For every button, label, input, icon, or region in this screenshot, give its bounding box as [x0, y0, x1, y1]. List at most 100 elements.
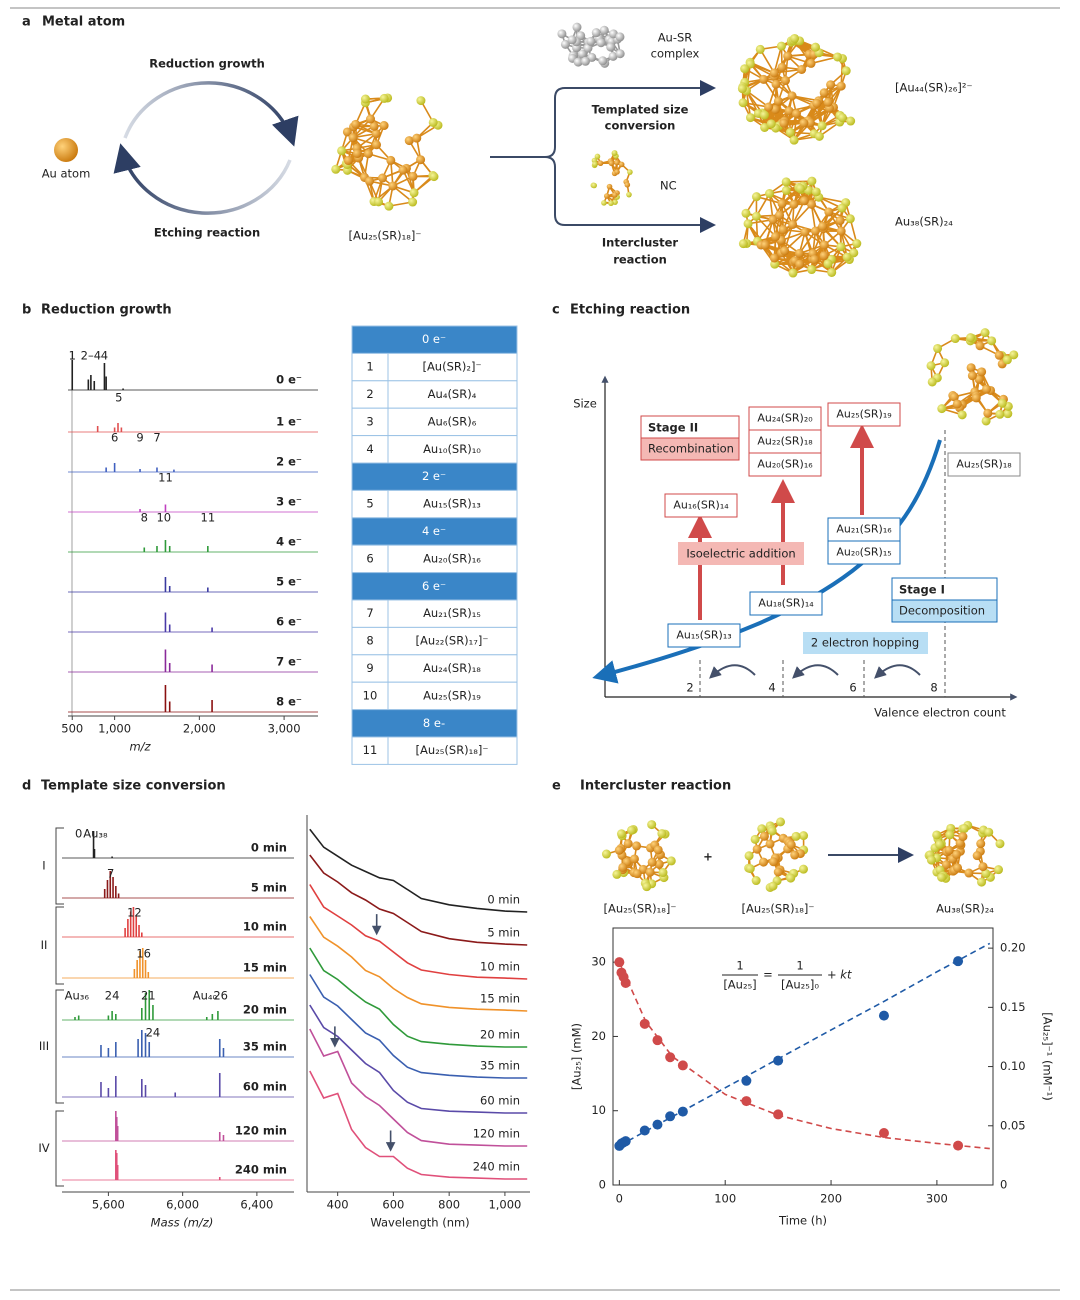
atom	[790, 33, 800, 43]
atom	[614, 159, 620, 166]
x-tick-label: 2,000	[183, 722, 216, 736]
stage-text: Recombination	[648, 442, 734, 456]
atom	[737, 84, 747, 94]
atom	[351, 119, 361, 129]
atom	[768, 881, 778, 891]
atom	[596, 38, 606, 48]
peak-label: 2–4	[81, 349, 101, 363]
atom	[608, 160, 615, 167]
atom	[366, 114, 376, 124]
trace-label: 10 min	[243, 920, 287, 934]
atom	[995, 839, 1005, 849]
peak-label: 10	[156, 511, 171, 525]
atom	[818, 221, 828, 231]
table-cell: Au₁₅(SR)₁₃	[423, 497, 481, 511]
table-cell: 11	[363, 743, 378, 757]
atom	[778, 225, 788, 235]
atom	[604, 193, 610, 199]
atom	[360, 94, 370, 104]
caption: Etching reaction	[154, 226, 260, 240]
species-label: Au₂₀(SR)₁₅	[836, 546, 891, 559]
atom	[363, 149, 373, 159]
atom	[738, 98, 748, 108]
atom	[823, 259, 833, 269]
stage-text: Decomposition	[899, 604, 985, 618]
x-tick-label: 100	[714, 1192, 736, 1206]
panel-title: Reduction growth	[41, 303, 172, 318]
spectrum-line	[309, 854, 528, 946]
caption: reaction	[613, 253, 667, 267]
atom	[993, 865, 1003, 875]
atom	[964, 868, 974, 878]
data-point	[639, 1018, 650, 1029]
atom	[799, 831, 809, 841]
species-box	[667, 623, 741, 648]
x-tick-label: 6,400	[240, 1198, 273, 1212]
stage-box	[640, 437, 740, 461]
table-cell: 3	[366, 414, 373, 428]
y2-tick-label: 0.20	[1000, 941, 1026, 955]
atom	[611, 150, 618, 156]
trace-label: 7 e⁻	[276, 655, 302, 669]
atom	[654, 859, 664, 869]
spectrum-line	[309, 947, 528, 1048]
panel-label: d	[22, 779, 31, 794]
species-box	[947, 452, 1021, 477]
trace-label: 0 min	[487, 893, 520, 907]
trace-label: 120 min	[235, 1124, 287, 1138]
table-cell: 10	[363, 688, 378, 702]
atom	[594, 153, 601, 160]
peak-label: 11	[158, 471, 173, 485]
atom	[812, 98, 822, 108]
atom	[950, 334, 960, 344]
atom	[632, 841, 642, 851]
panel-label: c	[552, 303, 560, 318]
group-label: IV	[38, 1141, 49, 1155]
trace-label: 0 min	[251, 841, 287, 855]
atom	[767, 826, 777, 836]
atom	[744, 851, 754, 861]
atom	[738, 239, 748, 249]
atom	[791, 109, 801, 119]
y-axis-label: [Au₂₅] (mM)	[570, 1023, 584, 1090]
atom	[614, 169, 620, 175]
atom	[771, 232, 781, 242]
peak-label: Au₄₀	[193, 989, 218, 1003]
atom	[806, 199, 816, 209]
au-atom	[54, 138, 78, 162]
atom	[790, 850, 800, 860]
atom	[751, 876, 761, 886]
x-tick-label: 500	[61, 722, 83, 736]
atom	[428, 117, 438, 127]
data-point	[677, 1060, 688, 1071]
atom	[586, 36, 596, 46]
atom	[591, 182, 597, 189]
atom	[974, 374, 984, 384]
atom	[786, 840, 796, 850]
atom	[959, 823, 969, 833]
table-header: 4 e⁻	[422, 524, 446, 538]
atom	[412, 133, 422, 143]
atom	[746, 113, 756, 123]
atom	[371, 129, 381, 139]
bond	[818, 196, 846, 204]
eq-text: + kt	[827, 968, 852, 982]
atom	[805, 118, 815, 128]
atom	[806, 58, 816, 68]
caption: Au-SR	[658, 31, 693, 45]
group-bracket	[55, 1110, 64, 1187]
table-header: 6 e⁻	[422, 579, 446, 593]
table-cell: [Au₂₅(SR)₁₈]⁻	[416, 743, 489, 757]
atom	[811, 187, 821, 197]
atom	[981, 869, 991, 879]
atom	[759, 831, 769, 841]
species-label: Au₂₁(SR)₁₆	[836, 523, 892, 536]
table-cell: Au₆(SR)₆	[428, 414, 477, 428]
atom	[927, 377, 937, 387]
x-tick-label: 400	[327, 1198, 349, 1212]
trace-label: 5 min	[251, 881, 287, 895]
atom	[842, 252, 852, 262]
atom	[759, 74, 769, 84]
atom	[378, 173, 388, 183]
atom	[379, 121, 389, 131]
